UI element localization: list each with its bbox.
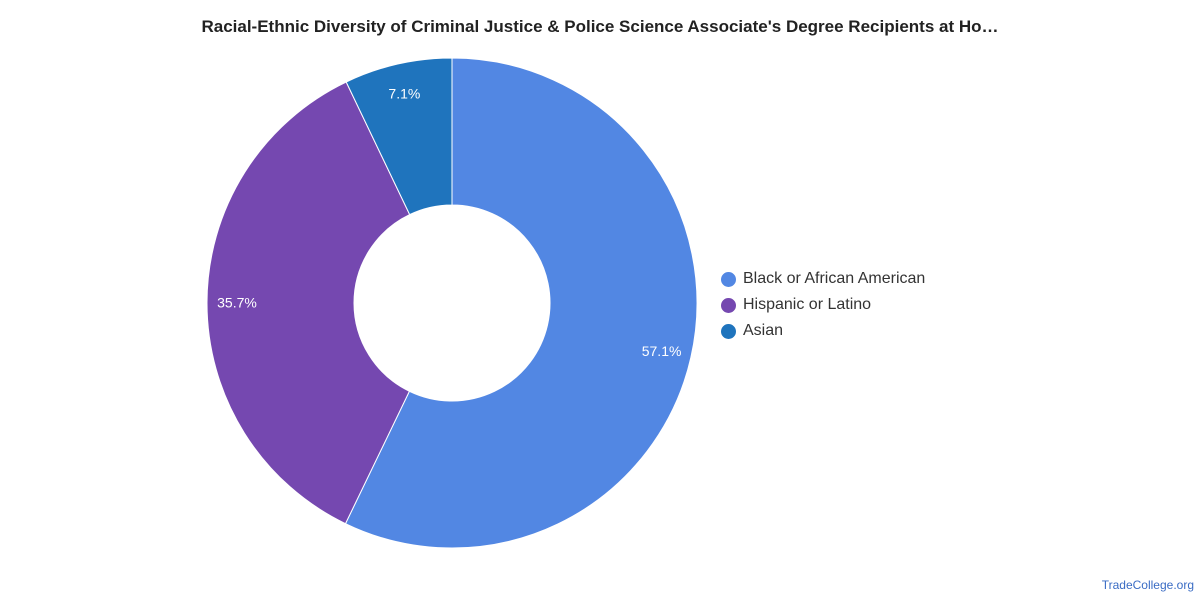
slice-value-label: 7.1% (388, 85, 420, 101)
legend-label: Asian (743, 322, 784, 339)
chart-title: Racial-Ethnic Diversity of Criminal Just… (201, 17, 999, 36)
legend-item[interactable]: Hispanic or Latino (721, 292, 925, 318)
legend-swatch-icon (721, 297, 736, 313)
legend-label: Black or African American (743, 270, 926, 287)
legend-swatch-icon (721, 323, 736, 339)
slice-value-label: 35.7% (217, 295, 257, 311)
legend-swatch-icon (721, 271, 736, 287)
pie-slice-black-or-african-american[interactable] (344, 57, 698, 549)
legend-item[interactable]: Black or African American (721, 266, 925, 292)
slice-value-label: 57.1% (642, 343, 682, 359)
legend-label: Hispanic or Latino (743, 296, 872, 313)
pie-slice-asian[interactable] (345, 57, 453, 216)
chart-legend: Black or African American Hispanic or Lat… (721, 266, 925, 344)
site-credit[interactable]: TradeCollege.org (1101, 578, 1194, 592)
legend-item[interactable]: Asian (721, 318, 925, 344)
pie-slice-hispanic-or-latino[interactable] (206, 81, 411, 525)
